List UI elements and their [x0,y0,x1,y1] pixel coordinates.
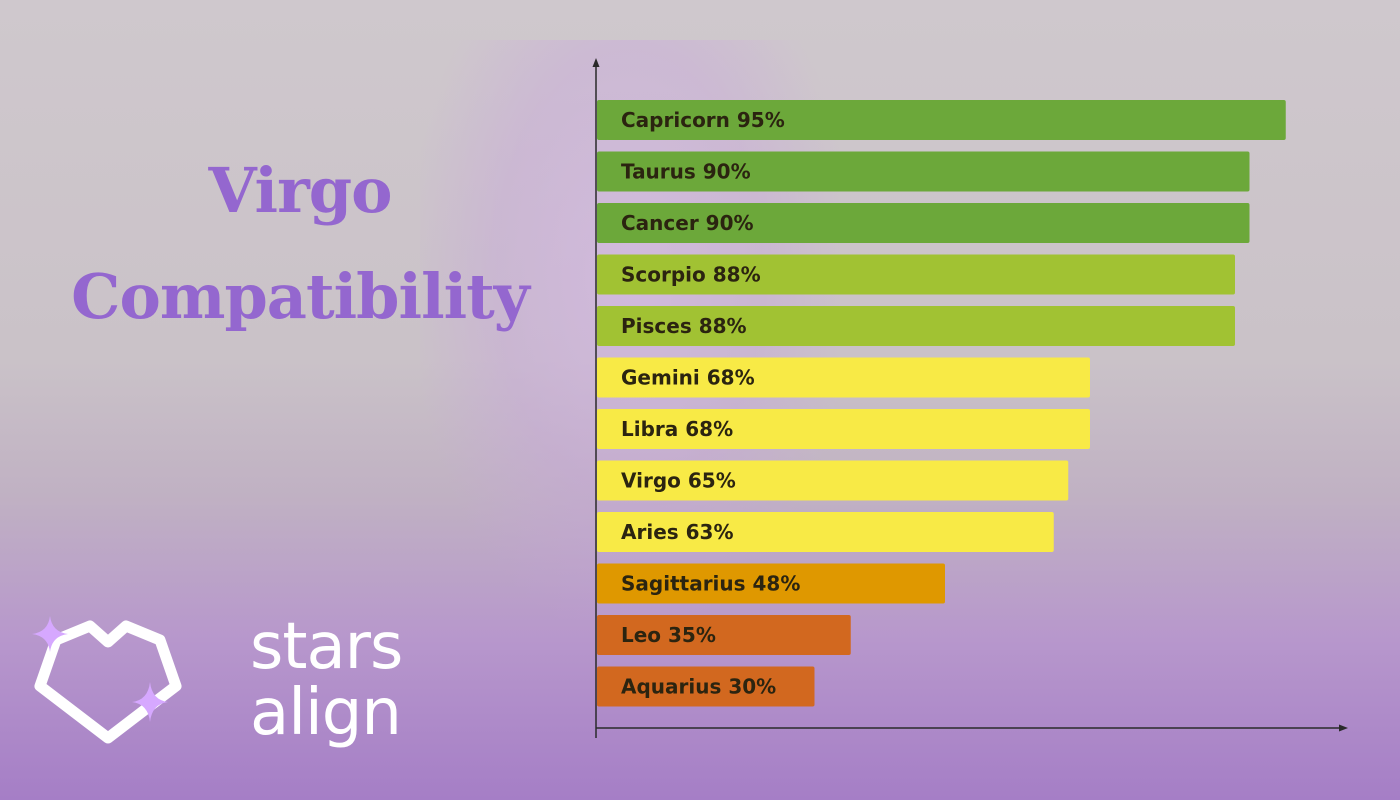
brand-line-1: stars [250,610,403,684]
bar-gemini [597,357,1090,398]
bar-label-scorpio: Scorpio 88% [621,263,761,287]
bar-libra [597,409,1090,449]
title-line-2: Compatibility [71,260,530,333]
bar-label-aries: Aries 63% [621,520,734,544]
bar-label-pisces: Pisces 88% [621,314,747,338]
title-line-1: Virgo [208,154,393,227]
bar-capricorn [597,100,1286,140]
bar-taurus [597,151,1250,192]
bar-label-cancer: Cancer 90% [621,211,754,235]
bar-virgo [597,460,1069,501]
bar-sagittarius [597,563,945,604]
bar-pisces [597,306,1235,346]
x-axis-arrow [1339,724,1348,732]
bar-label-taurus: Taurus 90% [621,160,751,184]
bar-aries [597,512,1054,552]
bar-label-sagittarius: Sagittarius 48% [621,572,800,596]
bar-label-gemini: Gemini 68% [621,366,755,390]
bar-label-aquarius: Aquarius 30% [621,675,776,699]
bar-leo [597,615,851,655]
bar-label-capricorn: Capricorn 95% [621,108,785,132]
bar-label-virgo: Virgo 65% [621,469,736,493]
y-axis-arrow [592,58,600,67]
bar-label-leo: Leo 35% [621,623,716,647]
bar-label-libra: Libra 68% [621,417,733,441]
page-title: Virgo Compatibility [30,138,570,350]
bar-scorpio [597,254,1235,295]
heart-outline-sparkle-icon [32,616,182,744]
brand-logo: stars align [28,612,448,762]
bar-cancer [597,203,1250,243]
brand-line-2: align [250,676,402,750]
bar-aquarius [597,666,815,707]
